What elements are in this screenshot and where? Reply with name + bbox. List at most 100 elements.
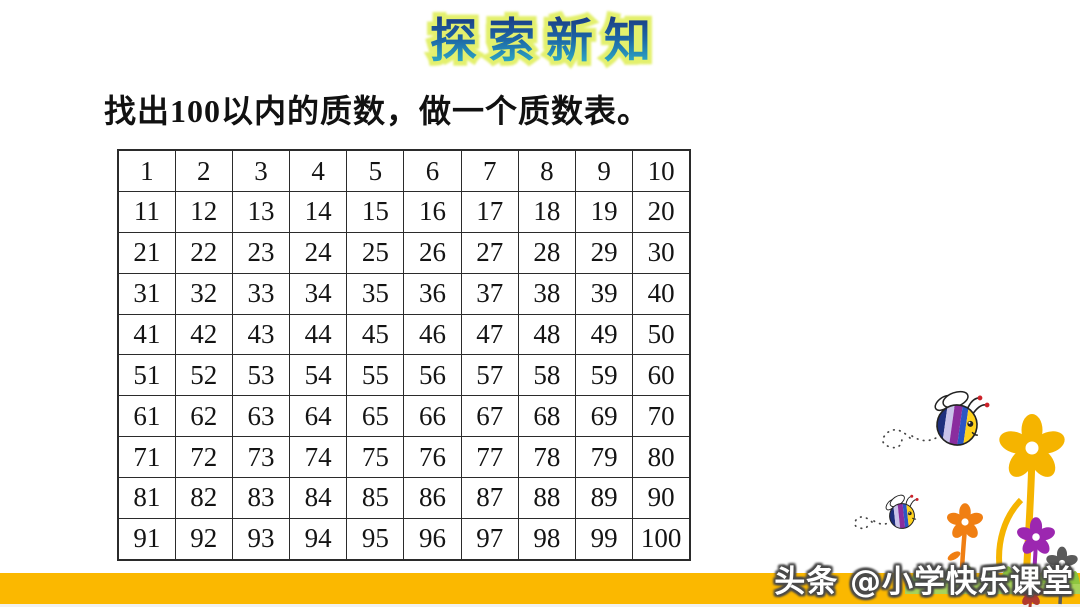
bee-trail bbox=[853, 429, 937, 530]
number-cell: 24 bbox=[289, 231, 348, 274]
number-cell: 96 bbox=[403, 517, 462, 561]
table-row: 1 2 3 4 5 6 7 8 9 10 bbox=[117, 149, 691, 192]
number-cell: 27 bbox=[460, 231, 519, 274]
instruction-text: 找出100以内的质数，做一个质数表。 bbox=[104, 93, 651, 129]
number-cell: 97 bbox=[460, 517, 519, 561]
bee-icon-large bbox=[927, 384, 991, 449]
number-cell: 60 bbox=[632, 354, 691, 397]
number-cell: 45 bbox=[346, 313, 405, 356]
number-cell: 53 bbox=[231, 354, 291, 397]
number-cell: 16 bbox=[403, 191, 462, 233]
number-cell: 44 bbox=[289, 313, 348, 356]
page-title: 探索新知 探索新知 bbox=[426, 2, 662, 74]
number-cell: 34 bbox=[289, 272, 348, 315]
number-cell: 37 bbox=[460, 272, 519, 315]
hundred-chart-body: 1 2 3 4 5 6 7 8 9 10 11 12 13 14 15 16 17 18 19 20 21 22 23 24 2… bbox=[117, 149, 691, 561]
number-cell: 33 bbox=[231, 272, 291, 315]
number-cell: 38 bbox=[517, 272, 577, 315]
decorations bbox=[853, 380, 1080, 607]
table-row: 61 62 63 64 65 66 67 68 69 70 bbox=[117, 395, 691, 438]
number-cell: 91 bbox=[117, 517, 176, 561]
number-cell: 52 bbox=[174, 354, 233, 397]
number-cell: 98 bbox=[517, 517, 577, 561]
number-cell: 30 bbox=[632, 231, 691, 274]
number-cell: 90 bbox=[632, 477, 691, 519]
bottom-edge bbox=[0, 604, 1080, 607]
bee-icon-small bbox=[883, 491, 921, 530]
number-cell: 95 bbox=[346, 517, 405, 561]
number-cell: 36 bbox=[403, 272, 462, 315]
number-cell: 93 bbox=[231, 517, 291, 561]
number-cell: 82 bbox=[174, 477, 233, 519]
number-cell: 54 bbox=[289, 354, 348, 397]
number-cell: 100 bbox=[632, 517, 691, 561]
number-cell: 32 bbox=[174, 272, 233, 315]
number-cell: 43 bbox=[231, 313, 291, 356]
number-cell: 70 bbox=[632, 395, 691, 438]
number-cell: 29 bbox=[574, 231, 634, 274]
number-cell: 84 bbox=[289, 477, 348, 519]
number-cell: 57 bbox=[460, 354, 519, 397]
number-cell: 22 bbox=[174, 231, 233, 274]
number-cell: 80 bbox=[632, 436, 691, 479]
table-row: 11 12 13 14 15 16 17 18 19 20 bbox=[117, 191, 691, 233]
number-cell: 94 bbox=[289, 517, 348, 561]
hundred-chart-table: 1 2 3 4 5 6 7 8 9 10 11 12 13 14 15 16 17 18 19 20 21 22 23 24 2… bbox=[117, 149, 691, 561]
number-cell: 12 bbox=[174, 191, 233, 233]
number-cell: 14 bbox=[289, 191, 348, 233]
number-cell: 73 bbox=[231, 436, 291, 479]
number-cell: 2 bbox=[174, 149, 233, 192]
number-cell: 11 bbox=[117, 191, 176, 233]
number-cell: 9 bbox=[574, 149, 634, 192]
bottom-bar bbox=[0, 573, 1080, 604]
table-row: 91 92 93 94 95 96 97 98 99 100 bbox=[117, 517, 691, 561]
number-cell: 13 bbox=[231, 191, 291, 233]
number-cell: 75 bbox=[346, 436, 405, 479]
number-cell: 5 bbox=[346, 149, 405, 192]
number-cell: 81 bbox=[117, 477, 176, 519]
number-cell: 4 bbox=[289, 149, 348, 192]
number-cell: 25 bbox=[346, 231, 405, 274]
number-cell: 99 bbox=[574, 517, 634, 561]
number-cell: 62 bbox=[174, 395, 233, 438]
number-cell: 10 bbox=[632, 149, 691, 192]
number-cell: 69 bbox=[574, 395, 634, 438]
number-cell: 23 bbox=[231, 231, 291, 274]
number-cell: 41 bbox=[117, 313, 176, 356]
table-row: 51 52 53 54 55 56 57 58 59 60 bbox=[117, 354, 691, 397]
number-cell: 61 bbox=[117, 395, 176, 438]
number-cell: 8 bbox=[517, 149, 577, 192]
number-cell: 88 bbox=[517, 477, 577, 519]
number-cell: 31 bbox=[117, 272, 176, 315]
number-cell: 78 bbox=[517, 436, 577, 479]
number-cell: 26 bbox=[403, 231, 462, 274]
number-cell: 1 bbox=[117, 149, 176, 192]
number-cell: 35 bbox=[346, 272, 405, 315]
number-cell: 65 bbox=[346, 395, 405, 438]
number-cell: 76 bbox=[403, 436, 462, 479]
number-cell: 72 bbox=[174, 436, 233, 479]
number-cell: 55 bbox=[346, 354, 405, 397]
table-row: 31 32 33 34 35 36 37 38 39 40 bbox=[117, 272, 691, 315]
number-cell: 56 bbox=[403, 354, 462, 397]
table-row: 41 42 43 44 45 46 47 48 49 50 bbox=[117, 313, 691, 356]
number-cell: 42 bbox=[174, 313, 233, 356]
number-cell: 7 bbox=[460, 149, 519, 192]
number-cell: 68 bbox=[517, 395, 577, 438]
number-cell: 18 bbox=[517, 191, 577, 233]
number-cell: 21 bbox=[117, 231, 176, 274]
number-cell: 51 bbox=[117, 354, 176, 397]
number-cell: 74 bbox=[289, 436, 348, 479]
number-cell: 19 bbox=[574, 191, 634, 233]
number-cell: 48 bbox=[517, 313, 577, 356]
page-title-glow: 探索新知 bbox=[426, 2, 662, 74]
number-cell: 63 bbox=[231, 395, 291, 438]
number-cell: 77 bbox=[460, 436, 519, 479]
number-cell: 85 bbox=[346, 477, 405, 519]
number-cell: 86 bbox=[403, 477, 462, 519]
number-cell: 20 bbox=[632, 191, 691, 233]
number-cell: 49 bbox=[574, 313, 634, 356]
watermark: 头条 @小学快乐课堂 bbox=[774, 564, 1074, 600]
number-cell: 66 bbox=[403, 395, 462, 438]
